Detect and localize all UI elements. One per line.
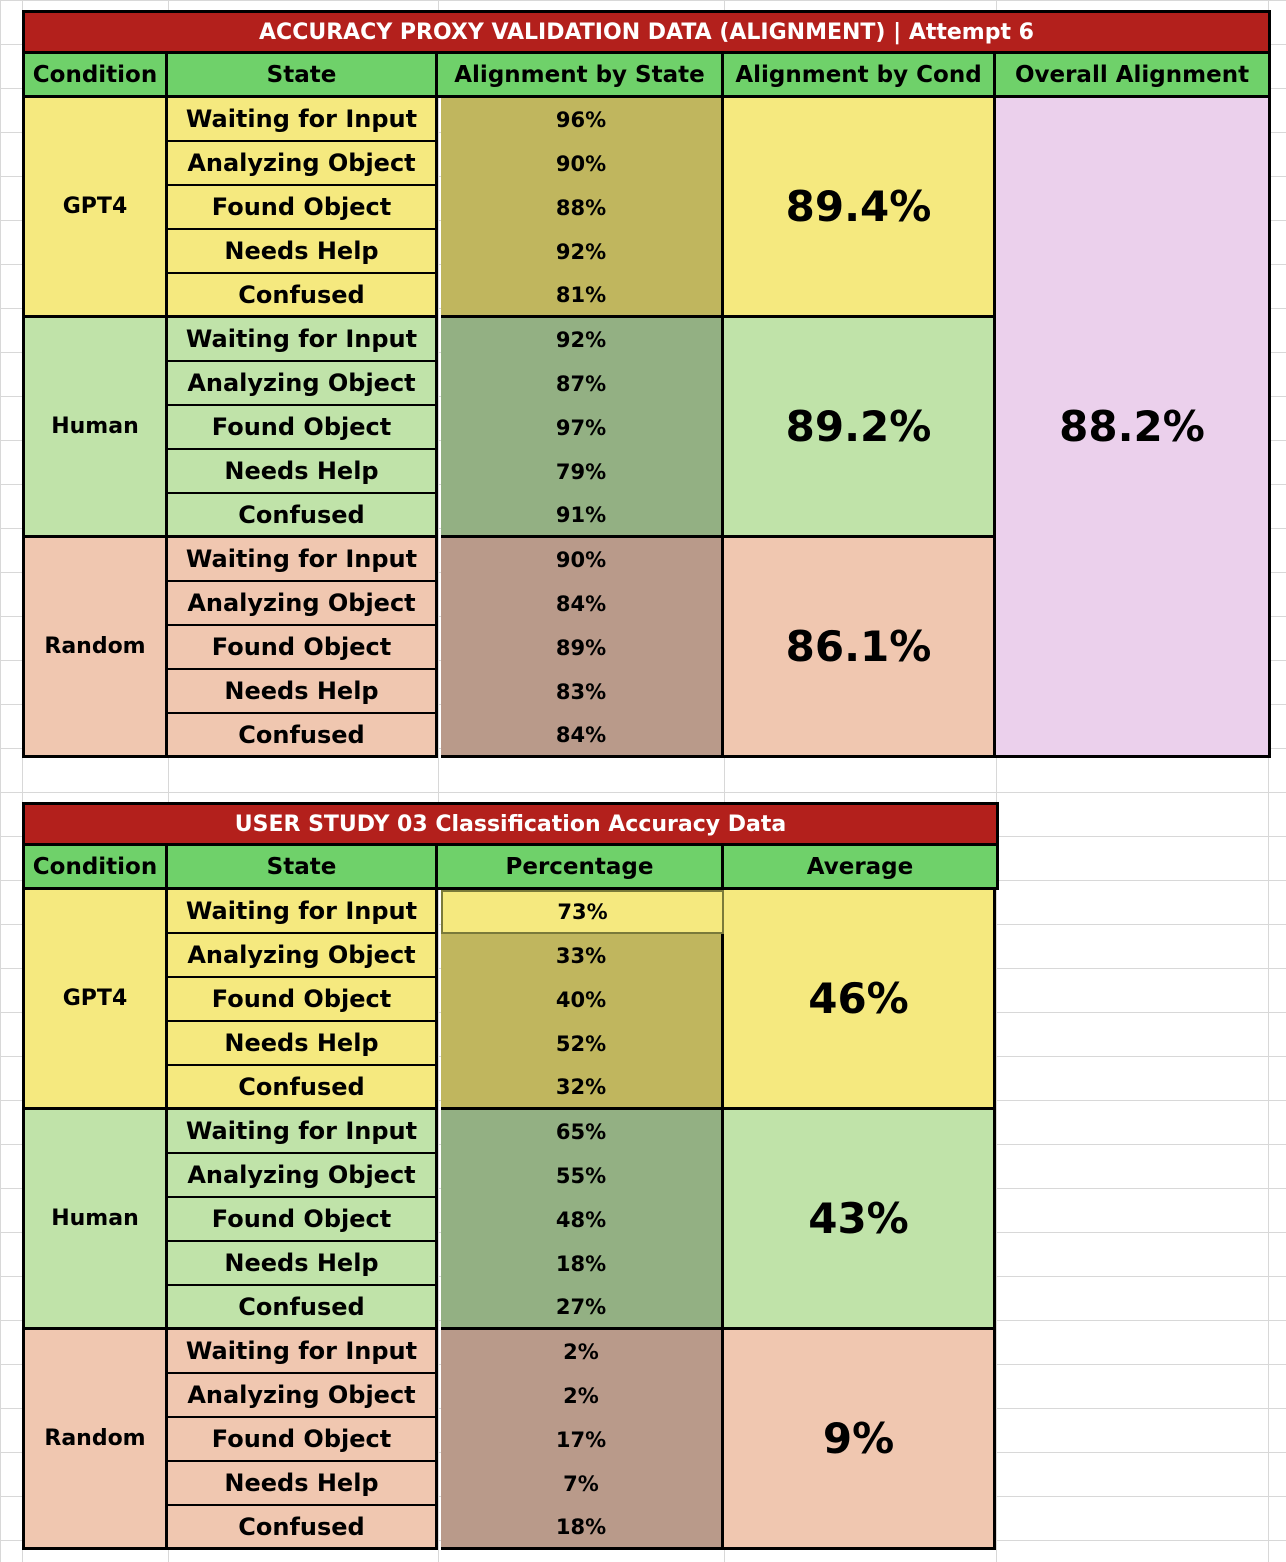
table1-average-random[interactable]: 86.1% [724,538,996,758]
table1-state-cell[interactable]: Waiting for Input [168,98,438,142]
table1-state-cell[interactable]: Analyzing Object [168,142,438,186]
table2-value-cell[interactable]: 40% [441,978,724,1022]
table2-average-human[interactable]: 43% [724,1110,996,1330]
table1-header-overall-alignment[interactable]: Overall Alignment [996,54,1271,98]
table2-value-cell[interactable]: 55% [441,1154,724,1198]
table1-state-cell[interactable]: Confused [168,274,438,318]
table1-header-alignment-by-cond[interactable]: Alignment by Cond [724,54,996,98]
table1-value-cell[interactable]: 84% [441,582,724,626]
table1-state-cell[interactable]: Needs Help [168,670,438,714]
table2-value-cell[interactable]: 65% [441,1110,724,1154]
table1-header-state[interactable]: State [168,54,438,98]
table1-value-cell[interactable]: 97% [441,406,724,450]
table2-value-cell[interactable]: 33% [441,934,724,978]
table2-header-percentage[interactable]: Percentage [438,846,724,890]
table2-state-cell[interactable]: Waiting for Input [168,890,438,934]
table2-average-gpt4[interactable]: 46% [724,890,996,1110]
table2-value-cell[interactable]: 7% [441,1462,724,1506]
table2-state-cell[interactable]: Analyzing Object [168,1154,438,1198]
table1-value-cell[interactable]: 90% [441,142,724,186]
table2-value-cell[interactable]: 2% [441,1374,724,1418]
table1-average-human[interactable]: 89.2% [724,318,996,538]
table1-state-cell[interactable]: Needs Help [168,230,438,274]
table1-value-cell[interactable]: 89% [441,626,724,670]
table1-state-cell[interactable]: Analyzing Object [168,582,438,626]
table1-state-cell[interactable]: Needs Help [168,450,438,494]
column-gridline [22,0,23,1562]
table1-title[interactable]: ACCURACY PROXY VALIDATION DATA (ALIGNMEN… [22,10,1271,54]
table2-average-random[interactable]: 9% [724,1330,996,1550]
table2-value-cell[interactable]: 48% [441,1198,724,1242]
table1-header-condition[interactable]: Condition [22,54,168,98]
table2-value-cell[interactable]: 73% [441,890,724,934]
table2-state-cell[interactable]: Found Object [168,1418,438,1462]
table1-value-cell[interactable]: 92% [441,230,724,274]
table1-state-cell[interactable]: Confused [168,714,438,758]
table1-value-cell[interactable]: 87% [441,362,724,406]
table1-state-cell[interactable]: Confused [168,494,438,538]
table2-state-cell[interactable]: Waiting for Input [168,1110,438,1154]
column-gridline [724,0,725,1562]
table1-value-cell[interactable]: 88% [441,186,724,230]
table2-state-cell[interactable]: Confused [168,1066,438,1110]
table1-condition-random[interactable]: Random [22,538,168,758]
table2-state-cell[interactable]: Confused [168,1506,438,1550]
table1-state-cell[interactable]: Found Object [168,406,438,450]
column-gridline [996,0,997,1562]
table2-value-cell[interactable]: 27% [441,1286,724,1330]
table2-value-cell[interactable]: 18% [441,1242,724,1286]
table2-condition-random[interactable]: Random [22,1330,168,1550]
table2-condition-gpt4[interactable]: GPT4 [22,890,168,1110]
table1-value-cell[interactable]: 92% [441,318,724,362]
table1-header-alignment-by-state[interactable]: Alignment by State [438,54,724,98]
column-gridline [438,0,439,1562]
table1-value-cell[interactable]: 96% [441,98,724,142]
table2-value-cell[interactable]: 2% [441,1330,724,1374]
table1-value-cell[interactable]: 79% [441,450,724,494]
column-gridline [1268,0,1269,1562]
table1-average-gpt4[interactable]: 89.4% [724,98,996,318]
table1-state-cell[interactable]: Found Object [168,186,438,230]
table2-value-cell[interactable]: 52% [441,1022,724,1066]
table2-value-cell[interactable]: 32% [441,1066,724,1110]
table2-state-cell[interactable]: Confused [168,1286,438,1330]
table1-value-cell[interactable]: 83% [441,670,724,714]
table2-state-cell[interactable]: Analyzing Object [168,934,438,978]
table2-state-cell[interactable]: Waiting for Input [168,1330,438,1374]
column-gridline [168,0,169,1562]
table2-state-cell[interactable]: Needs Help [168,1022,438,1066]
table2-state-cell[interactable]: Found Object [168,1198,438,1242]
table2-header-average[interactable]: Average [724,846,999,890]
table1-overall-alignment[interactable]: 88.2% [996,98,1271,758]
table1-value-cell[interactable]: 90% [441,538,724,582]
table1-value-cell[interactable]: 91% [441,494,724,538]
table2-value-cell[interactable]: 17% [441,1418,724,1462]
table1-state-cell[interactable]: Waiting for Input [168,538,438,582]
table2-header-condition[interactable]: Condition [22,846,168,890]
table2-state-cell[interactable]: Found Object [168,978,438,1022]
table1-condition-gpt4[interactable]: GPT4 [22,98,168,318]
table1-state-cell[interactable]: Found Object [168,626,438,670]
table2-title[interactable]: USER STUDY 03 Classification Accuracy Da… [22,802,999,846]
table1-value-cell[interactable]: 84% [441,714,724,758]
table1-state-cell[interactable]: Waiting for Input [168,318,438,362]
table2-state-cell[interactable]: Needs Help [168,1242,438,1286]
table2-state-cell[interactable]: Needs Help [168,1462,438,1506]
table2-value-cell[interactable]: 18% [441,1506,724,1550]
table2-header-state[interactable]: State [168,846,438,890]
table2-state-cell[interactable]: Analyzing Object [168,1374,438,1418]
table1-condition-human[interactable]: Human [22,318,168,538]
table2-condition-human[interactable]: Human [22,1110,168,1330]
table1-state-cell[interactable]: Analyzing Object [168,362,438,406]
table1-value-cell[interactable]: 81% [441,274,724,318]
